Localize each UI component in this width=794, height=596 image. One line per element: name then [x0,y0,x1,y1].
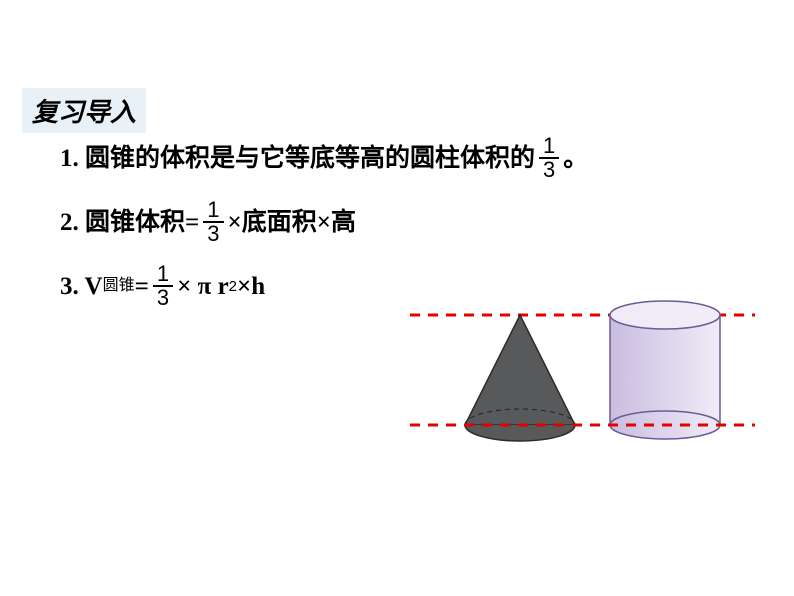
line3-end: ×h [237,269,265,304]
section-header: 复习导入 [22,88,146,133]
diagram-svg [400,295,770,495]
frac-den: 3 [203,221,223,245]
geometry-diagram [400,295,770,495]
line-2: 2. 圆锥体积= 1 3 ×底面积×高 [60,199,754,245]
line3-mid: = [135,269,149,304]
line2-prefix: 2. 圆锥体积= [60,205,199,240]
line2-suffix: ×底面积×高 [228,205,357,240]
line-1: 1. 圆锥的体积是与它等底等高的圆柱体积的 1 3 。 [60,135,754,181]
fraction-2: 1 3 [203,199,223,245]
header-title: 复习导入 [32,98,136,127]
frac-num: 1 [541,135,557,157]
fraction-3: 1 3 [153,263,173,309]
frac-den: 3 [153,285,173,309]
frac-num: 1 [155,263,171,285]
frac-den: 3 [539,157,559,181]
line3-sub: 圆锥 [103,275,135,297]
fraction-1: 1 3 [539,135,559,181]
frac-num: 1 [205,199,221,221]
line3-sup: 2 [229,276,237,297]
line1-prefix: 1. 圆锥的体积是与它等底等高的圆柱体积的 [60,141,535,176]
line3-prefix: 3. V [60,269,103,304]
line3-tail: × π r [177,269,229,304]
line1-suffix: 。 [563,141,588,176]
